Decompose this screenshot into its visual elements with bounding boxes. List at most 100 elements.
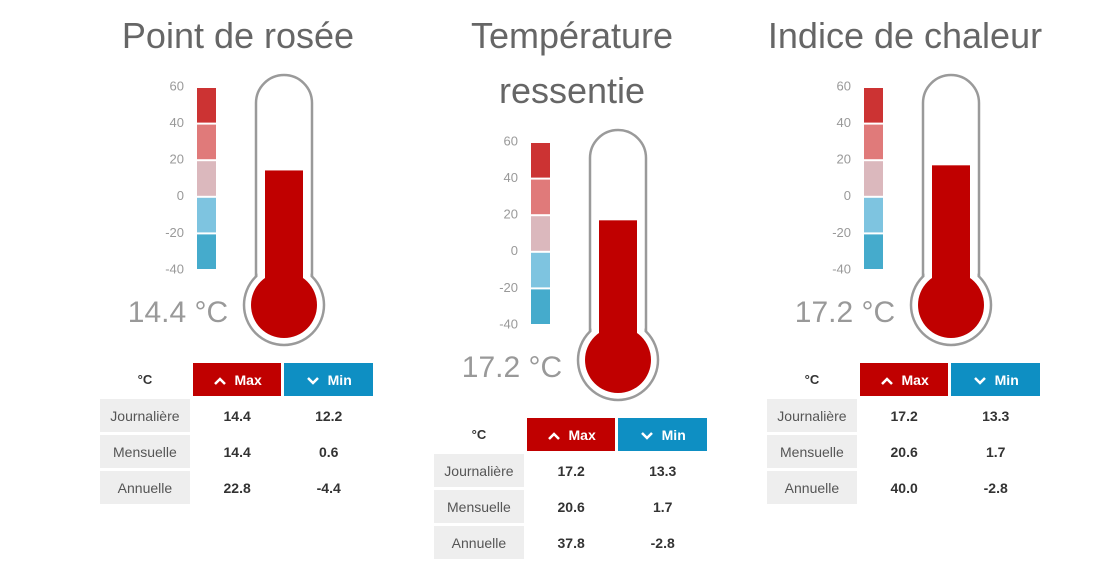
chevron-up <box>547 432 560 440</box>
cell-value: 17.2 <box>557 462 585 479</box>
header-cell: Min <box>951 363 1040 396</box>
scale-band <box>531 216 550 251</box>
scale-tick-label: 0 <box>844 188 851 203</box>
chevron-down <box>640 431 653 440</box>
mercury-bulb <box>251 272 317 338</box>
chevron <box>973 376 986 385</box>
header-text: Max <box>234 371 262 388</box>
scale-band <box>197 234 216 269</box>
row-label: Journalière <box>767 399 857 432</box>
scale-tick-label: -20 <box>832 225 851 240</box>
cell-value: -2.8 <box>983 479 1008 496</box>
scale-band <box>531 179 550 215</box>
header-row: °C Max Min <box>100 363 373 396</box>
row-label: Annuelle <box>767 471 857 504</box>
cell-value: 22.8 <box>223 479 251 496</box>
cell-value: 0.6 <box>318 443 339 460</box>
scale-band <box>531 252 550 288</box>
row-label: Journalière <box>100 399 190 432</box>
mercury-bulb <box>918 272 984 338</box>
cell-value: 17.2 <box>890 407 918 424</box>
scale-tick-label: 20 <box>837 152 851 167</box>
chevron-down <box>973 376 986 385</box>
cell-value: 37.8 <box>557 534 585 551</box>
chevron <box>306 376 319 385</box>
panel-title: Indice de chaleur <box>767 15 1043 56</box>
header-text: Max <box>568 426 596 443</box>
scale-band <box>864 124 883 160</box>
scale-band <box>197 124 216 160</box>
scale-tick-label: 0 <box>177 188 184 203</box>
scale-band <box>197 161 216 196</box>
thermo-panel: Indice de chaleur 60 40 20 0 -20 -40 17.2 °C °C M… <box>767 8 1043 507</box>
stats-table: °C Max Min Journalière 17.2 13.3 Mensuelle 20.6… <box>764 360 1043 507</box>
scale-tick-label: 60 <box>504 133 518 148</box>
table-row: Journalière 14.4 12.2 <box>100 399 373 432</box>
table-row: Mensuelle 14.4 0.6 <box>100 435 373 468</box>
header-cell: °C <box>100 363 190 396</box>
panel-title: Point de rosée <box>121 15 355 56</box>
table-row: Annuelle 37.8 -2.8 <box>434 526 707 559</box>
cell-value: -4.4 <box>316 479 341 496</box>
scale-band <box>864 88 883 123</box>
chevron-down <box>306 376 319 385</box>
table-row: Annuelle 22.8 -4.4 <box>100 471 373 504</box>
table-row: Mensuelle 20.6 1.7 <box>434 490 707 523</box>
cell-value: 40.0 <box>890 479 918 496</box>
reading-label: 17.2 °C <box>462 351 562 384</box>
scale-band <box>864 161 883 196</box>
row-label: Mensuelle <box>767 435 857 468</box>
header-text: Min <box>661 426 686 443</box>
table-row: Mensuelle 20.6 1.7 <box>767 435 1040 468</box>
cell-value: 14.4 <box>223 443 251 460</box>
table-row: Journalière 17.2 13.3 <box>767 399 1040 432</box>
mercury-bulb <box>585 327 651 393</box>
header-cell: °C <box>434 418 524 451</box>
row-label: Journalière <box>434 454 524 487</box>
chevron <box>213 377 226 385</box>
scale-band <box>197 197 216 233</box>
scale-tick-label: 0 <box>511 243 518 258</box>
header-text: Max <box>901 371 929 388</box>
stats-table: °C Max Min Journalière 14.4 12.2 Mensuelle 14.4… <box>97 360 376 507</box>
chevron <box>880 377 893 385</box>
cell-value: 12.2 <box>315 407 343 424</box>
row-label: Mensuelle <box>100 435 190 468</box>
scale-tick-label: 60 <box>837 78 851 93</box>
scale-tick-label: 20 <box>504 207 518 222</box>
scale-band <box>864 197 883 233</box>
scale-tick-label: -40 <box>832 261 851 276</box>
scale-tick-label: 40 <box>504 170 518 185</box>
scale-tick-label: -40 <box>499 316 518 331</box>
thermo-panel: Température ressentie 60 40 20 0 -20 -40 17.2 °… <box>434 8 710 562</box>
cell-value: 1.7 <box>985 443 1006 460</box>
header-text: °C <box>137 372 153 387</box>
scale-band <box>531 289 550 324</box>
scale-tick-label: -40 <box>165 261 184 276</box>
scale-tick-label: 60 <box>170 78 184 93</box>
header-text: Min <box>994 371 1019 388</box>
table-row: Annuelle 40.0 -2.8 <box>767 471 1040 504</box>
cell-value: 1.7 <box>652 498 673 515</box>
row-label: Mensuelle <box>434 490 524 523</box>
header-cell: °C <box>767 363 857 396</box>
chevron <box>547 432 560 440</box>
header-text: °C <box>804 372 820 387</box>
chevron-up <box>213 377 226 385</box>
header-cell: Max <box>859 363 949 396</box>
cell-value: 20.6 <box>557 498 585 515</box>
cell-value: 14.4 <box>223 407 251 424</box>
row-label: Annuelle <box>434 526 524 559</box>
row-label: Annuelle <box>100 471 190 504</box>
header-cell: Min <box>618 418 707 451</box>
header-text: °C <box>471 427 487 442</box>
stats-table: °C Max Min Journalière 17.2 13.3 Mensuelle 20.6… <box>431 415 710 562</box>
scale-band <box>197 88 216 123</box>
scale-band <box>864 234 883 269</box>
header-text: Min <box>327 371 352 388</box>
reading-label: 14.4 °C <box>128 296 228 329</box>
scale-tick-label: 40 <box>170 115 184 130</box>
header-cell: Min <box>284 363 373 396</box>
header-cell: Max <box>192 363 282 396</box>
